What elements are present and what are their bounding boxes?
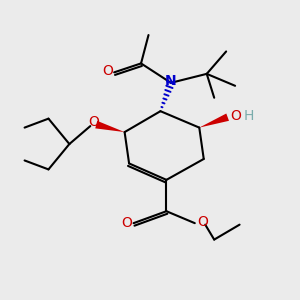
Text: N: N — [165, 74, 177, 88]
Text: H: H — [244, 109, 254, 123]
Text: O: O — [122, 216, 132, 230]
Text: O: O — [88, 115, 99, 129]
Polygon shape — [95, 121, 124, 132]
Text: O: O — [230, 109, 241, 123]
Polygon shape — [199, 113, 229, 128]
Text: O: O — [102, 64, 113, 78]
Text: O: O — [197, 215, 208, 229]
